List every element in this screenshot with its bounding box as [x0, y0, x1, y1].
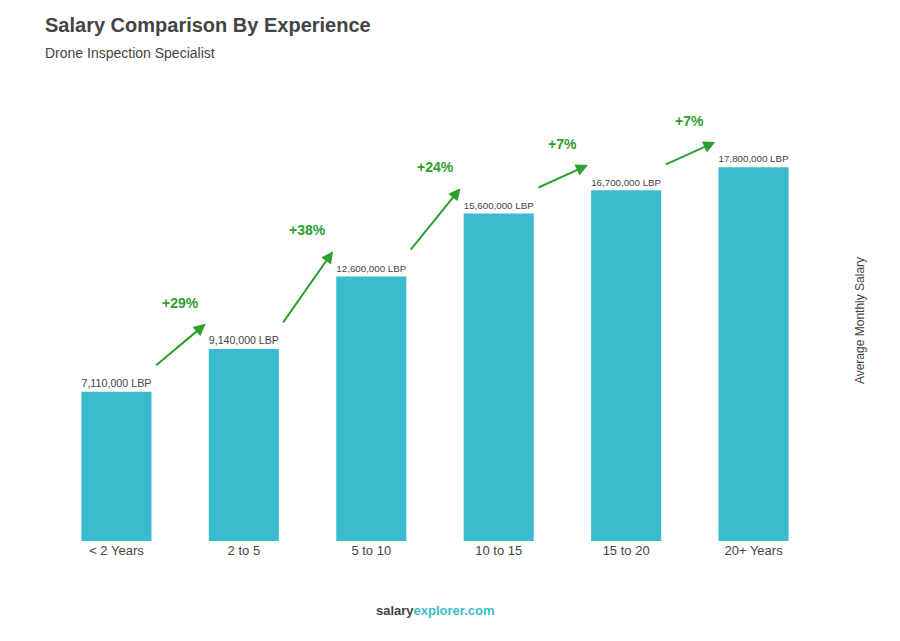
svg-text:< 2 Years: < 2 Years — [89, 543, 144, 558]
svg-text:2 to 5: 2 to 5 — [228, 543, 261, 558]
svg-text:15,600,000 LBP: 15,600,000 LBP — [464, 200, 534, 211]
svg-text:5 to 10: 5 to 10 — [351, 543, 391, 558]
svg-text:+38%: +38% — [289, 222, 326, 238]
svg-text:7,110,000 LBP: 7,110,000 LBP — [81, 377, 151, 389]
svg-text:12,600,000 LBP: 12,600,000 LBP — [336, 263, 406, 274]
svg-text:9,140,000 LBP: 9,140,000 LBP — [209, 334, 279, 346]
svg-text:17,800,000 LBP: 17,800,000 LBP — [719, 153, 789, 164]
svg-text:salaryexplorer.com: salaryexplorer.com — [376, 603, 495, 618]
svg-text:15 to 20: 15 to 20 — [603, 543, 650, 558]
svg-text:20+ Years: 20+ Years — [724, 543, 783, 558]
svg-text:Average Monthly Salary: Average Monthly Salary — [853, 257, 867, 384]
svg-text:+7%: +7% — [548, 136, 577, 152]
svg-text:10 to 15: 10 to 15 — [475, 543, 522, 558]
svg-text:+29%: +29% — [162, 295, 199, 311]
svg-text:Salary Comparison By Experienc: Salary Comparison By ExperienceDrone Ins… — [45, 14, 371, 61]
svg-text:16,700,000 LBP: 16,700,000 LBP — [591, 177, 661, 188]
svg-text:+7%: +7% — [675, 113, 704, 129]
svg-text:+24%: +24% — [417, 159, 454, 175]
